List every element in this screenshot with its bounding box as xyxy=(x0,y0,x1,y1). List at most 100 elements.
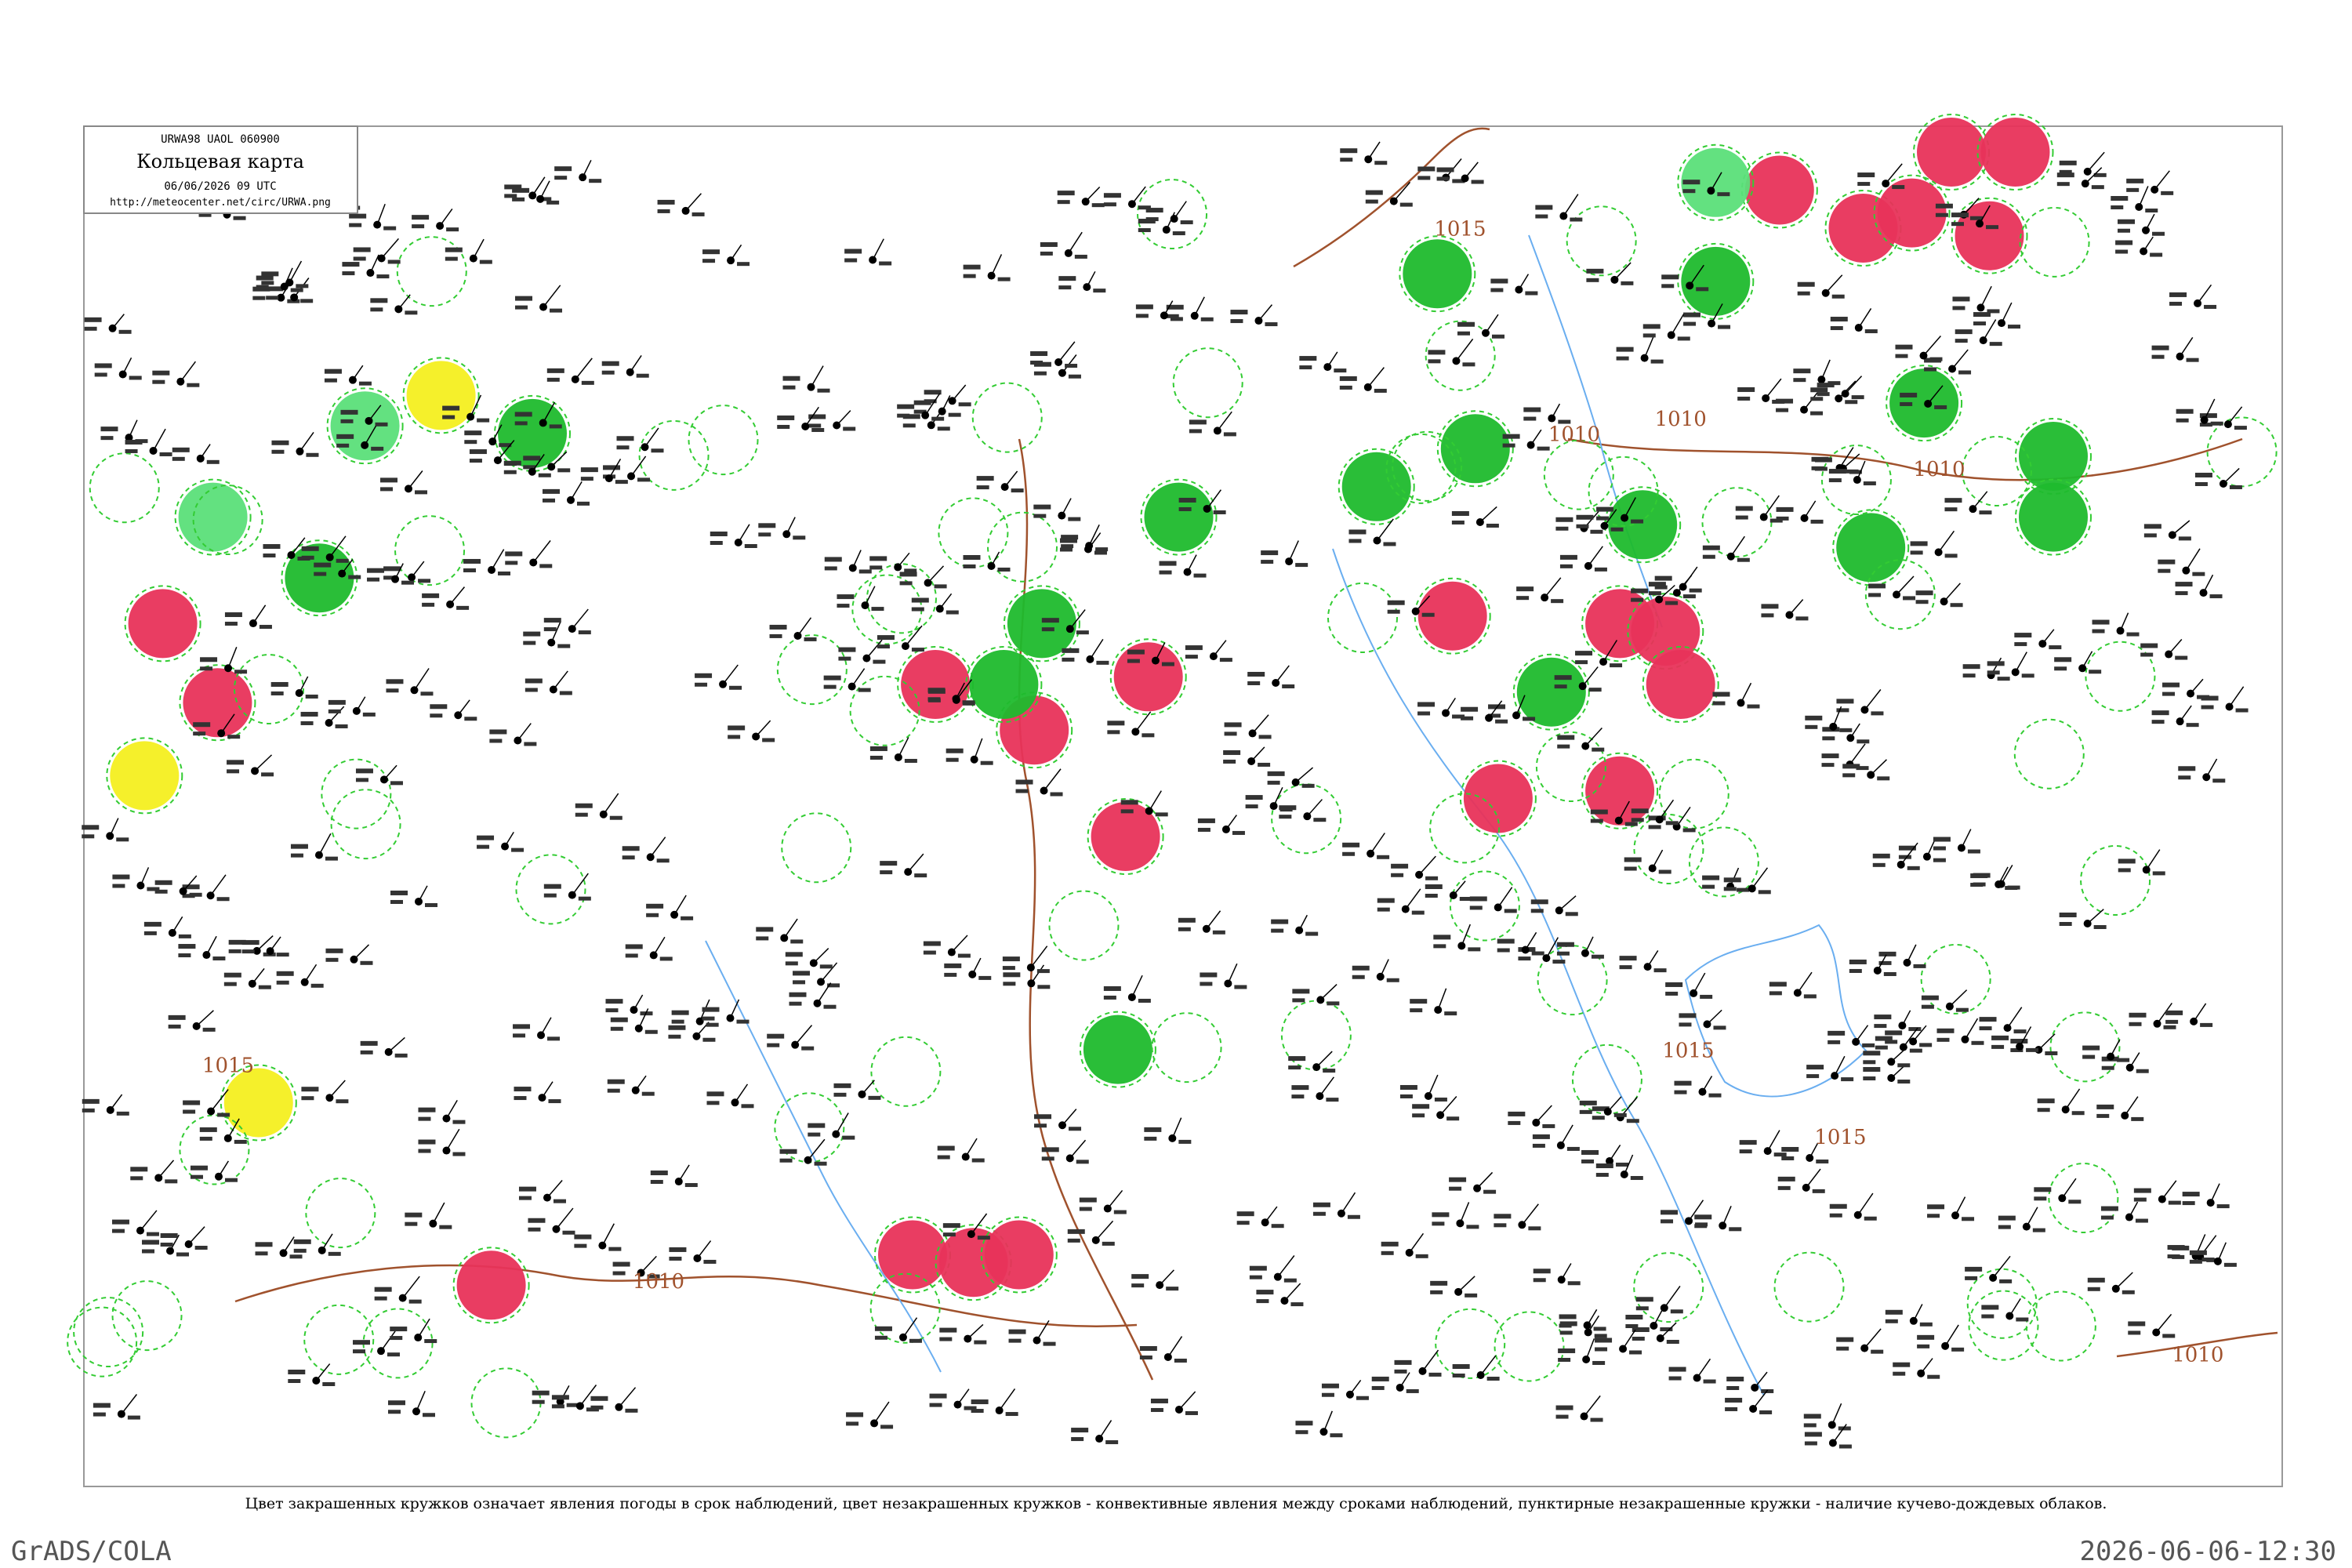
station-text xyxy=(1955,329,1973,335)
station-text xyxy=(2034,1196,2047,1201)
station-text xyxy=(1616,1162,1629,1167)
station-text xyxy=(601,370,615,375)
station-text xyxy=(256,275,274,281)
station-text xyxy=(1810,397,1824,401)
station-text xyxy=(616,436,634,441)
station-text xyxy=(1159,570,1172,575)
wind-barb xyxy=(1857,1192,1874,1216)
station-text xyxy=(833,1083,851,1088)
station-text xyxy=(258,985,271,989)
station-text xyxy=(1635,1306,1649,1311)
station-text xyxy=(1295,1430,1308,1435)
station-text xyxy=(1838,1426,1851,1431)
station-text xyxy=(1256,1290,1274,1295)
station-text xyxy=(1955,1007,1969,1012)
station-text xyxy=(200,666,213,671)
station-text xyxy=(445,256,458,261)
cb-circle xyxy=(1151,1012,1222,1083)
wind-barb xyxy=(491,549,505,571)
cb-circle xyxy=(1633,813,1704,884)
station-text xyxy=(418,579,431,583)
station-text xyxy=(1348,539,1362,543)
phenomenon-circle xyxy=(178,482,248,552)
cb-circle xyxy=(67,1306,138,1377)
wind-barb xyxy=(999,1388,1016,1411)
station-text xyxy=(1836,1337,1854,1342)
station-text xyxy=(1838,1444,1852,1449)
station-text xyxy=(909,1338,922,1343)
cb-circle xyxy=(305,1178,376,1249)
station-text xyxy=(779,1158,793,1163)
station-text xyxy=(1530,899,1548,905)
wind-barb xyxy=(128,419,138,438)
station-text xyxy=(2071,1111,2085,1116)
cb-circle xyxy=(192,485,263,556)
wind-barb xyxy=(2087,909,2104,924)
station-text xyxy=(2034,1187,2052,1192)
station-text xyxy=(1551,599,1564,604)
station-text xyxy=(498,571,511,575)
wind-barb xyxy=(2019,1026,2032,1047)
station-text xyxy=(779,1149,797,1154)
station-text xyxy=(524,678,543,684)
station-text xyxy=(271,449,285,454)
station-text xyxy=(1436,167,1454,172)
wind-barb xyxy=(1885,163,1903,184)
wind-barb xyxy=(1624,1154,1634,1175)
station-text xyxy=(1432,1212,1450,1218)
station-text xyxy=(528,1227,541,1232)
station-text xyxy=(446,227,459,232)
station-text xyxy=(971,1158,985,1163)
station-text xyxy=(1610,663,1623,668)
station-text xyxy=(1079,1207,1092,1211)
station-text xyxy=(1159,561,1177,566)
phenomenon-circle xyxy=(1917,118,1987,187)
station-text xyxy=(1781,1156,1795,1160)
wind-barb xyxy=(1283,1283,1301,1301)
wind-barb xyxy=(673,895,687,916)
wind-barb xyxy=(341,559,354,575)
station-text xyxy=(911,607,924,612)
station-text xyxy=(601,361,619,366)
station-text xyxy=(1415,1254,1428,1258)
wind-barb xyxy=(2110,1039,2121,1057)
station-text xyxy=(146,1232,159,1236)
cb-circle xyxy=(2015,418,2092,495)
station-text xyxy=(152,370,170,376)
isobar-label: 1015 xyxy=(1814,1126,1866,1149)
wind-barb xyxy=(1459,1202,1470,1224)
wind-barb xyxy=(2087,151,2105,172)
station-text xyxy=(371,446,384,451)
station-text xyxy=(1804,1432,1822,1437)
station-text xyxy=(2194,481,2208,486)
wind-barb xyxy=(1445,697,1456,713)
station-text xyxy=(1491,334,1504,339)
station-text xyxy=(1008,1329,1026,1334)
station-text xyxy=(2182,1192,2200,1197)
station-text xyxy=(1058,285,1072,290)
station-text xyxy=(554,176,568,180)
station-text xyxy=(1062,657,1075,662)
station-text xyxy=(543,627,557,632)
station-text xyxy=(289,1254,303,1259)
station-text xyxy=(1986,225,1999,230)
station-text xyxy=(2186,358,2199,362)
station-text xyxy=(574,1234,592,1240)
station-text xyxy=(1558,419,1571,424)
station-text xyxy=(1871,711,1884,716)
station-text xyxy=(300,720,314,725)
station-text xyxy=(1723,877,1741,883)
station-text xyxy=(515,296,533,301)
station-text xyxy=(1383,542,1396,546)
station-text xyxy=(1739,1149,1752,1154)
station-text xyxy=(1180,220,1193,225)
station-text xyxy=(1347,1214,1360,1219)
station-text xyxy=(82,825,100,830)
station-text xyxy=(913,409,927,414)
station-text xyxy=(603,465,621,470)
station-text xyxy=(543,884,561,889)
station-text xyxy=(1556,942,1574,947)
station-text xyxy=(125,448,138,453)
station-text xyxy=(1559,554,1577,560)
wind-barb xyxy=(696,1240,712,1259)
